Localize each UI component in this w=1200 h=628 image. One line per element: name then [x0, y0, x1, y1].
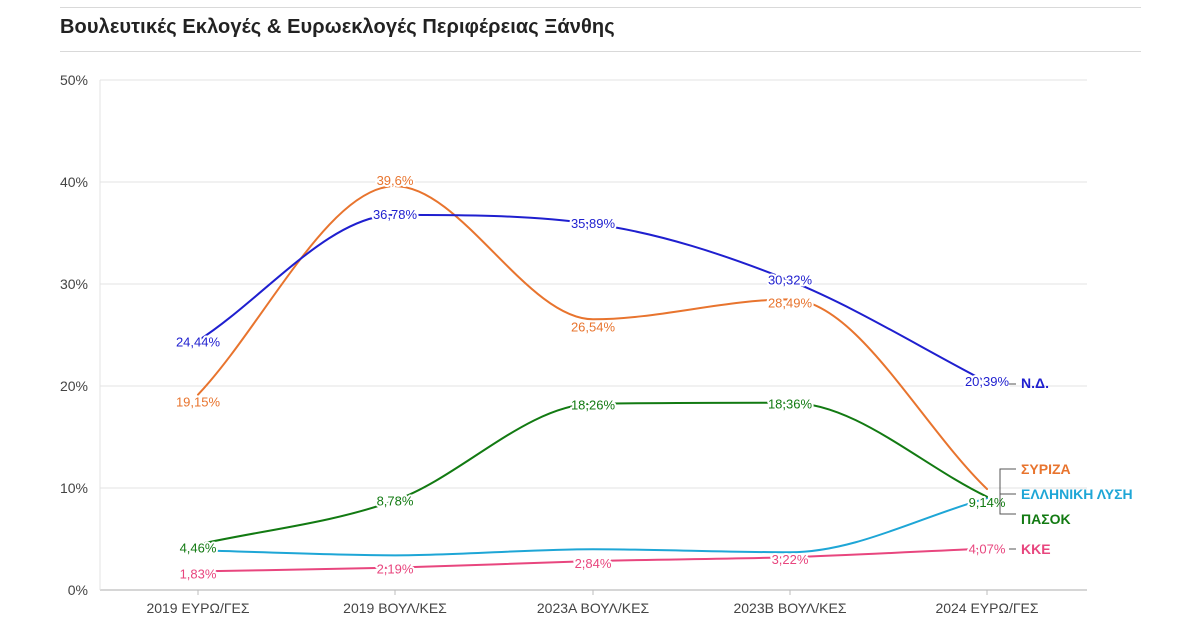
series-name-label: ΠΑΣΟΚ	[1021, 511, 1071, 527]
grid-lines	[99, 79, 1087, 591]
y-axis-labels: 0% 10% 20% 30% 40% 50%	[60, 72, 88, 598]
y-tick-label: 50%	[60, 72, 88, 88]
label-connectors	[999, 383, 1016, 550]
y-tick-label: 40%	[60, 174, 88, 190]
data-labels: 24,44% 36,78% 35,89% 30,32% 20,39% 19,15% 39,6…	[174, 171, 1012, 583]
y-tick-label: 30%	[60, 276, 88, 292]
series-name-label: Ν.Δ.	[1021, 375, 1049, 391]
y-tick-label: 20%	[60, 378, 88, 394]
series-name-labels: Ν.Δ. ΣΥΡΙΖΑ ΕΛΛΗΝΙΚΗ ΛΥΣΗ ΠΑΣΟΚ ΚΚΕ	[1021, 375, 1133, 557]
x-tick-label: 2019 ΒΟΥΛ/ΚΕΣ	[343, 600, 447, 616]
data-label: 18,26%	[571, 398, 616, 413]
data-label: 4,46%	[180, 541, 217, 556]
y-tick-label: 0%	[68, 582, 88, 598]
data-label: 30,32%	[768, 273, 813, 288]
series-line	[197, 401, 988, 546]
data-label: 24,44%	[176, 335, 221, 350]
data-label: 36,78%	[373, 207, 418, 222]
data-label: 3,22%	[772, 552, 809, 567]
data-label: 39,6%	[377, 173, 414, 188]
x-tick-label: 2019 ΕΥΡΩ/ΓΕΣ	[146, 600, 249, 616]
data-label: 26,54%	[571, 319, 616, 334]
data-label: 18,36%	[768, 397, 813, 412]
series-line	[197, 497, 988, 557]
data-label: 9,14%	[969, 495, 1006, 510]
y-tick-label: 10%	[60, 480, 88, 496]
top-divider	[60, 7, 1141, 8]
series-line	[197, 185, 988, 491]
connector	[999, 468, 1016, 515]
x-tick-label: 2024 ΕΥΡΩ/ΓΕΣ	[935, 600, 1038, 616]
chart-title: Βουλευτικές Εκλογές & Ευρωεκλογές Περιφέ…	[60, 16, 615, 38]
series-line	[197, 213, 988, 384]
series-lines	[197, 185, 988, 573]
title-divider	[60, 51, 1141, 52]
data-label: 28,49%	[768, 295, 813, 310]
series-line	[197, 547, 988, 573]
data-label: 2,84%	[575, 556, 612, 571]
series-name-label: ΚΚΕ	[1021, 541, 1051, 557]
data-label: 2,19%	[377, 562, 414, 577]
data-label: 19,15%	[176, 395, 221, 410]
x-tick-label: 2023Β ΒΟΥΛ/ΚΕΣ	[733, 600, 846, 616]
data-label: 20,39%	[965, 374, 1010, 389]
x-axis-labels: 2019 ΕΥΡΩ/ΓΕΣ 2019 ΒΟΥΛ/ΚΕΣ 2023Α ΒΟΥΛ/ΚΕΣ…	[146, 590, 1039, 616]
series-name-label: ΕΛΛΗΝΙΚΗ ΛΥΣΗ	[1021, 486, 1133, 502]
data-label: 1,83%	[180, 566, 217, 581]
series-name-label: ΣΥΡΙΖΑ	[1021, 461, 1071, 477]
data-label: 8,78%	[377, 493, 414, 508]
data-label: 4,07%	[969, 541, 1006, 556]
x-tick-label: 2023Α ΒΟΥΛ/ΚΕΣ	[537, 600, 650, 616]
data-label: 35,89%	[571, 216, 616, 231]
